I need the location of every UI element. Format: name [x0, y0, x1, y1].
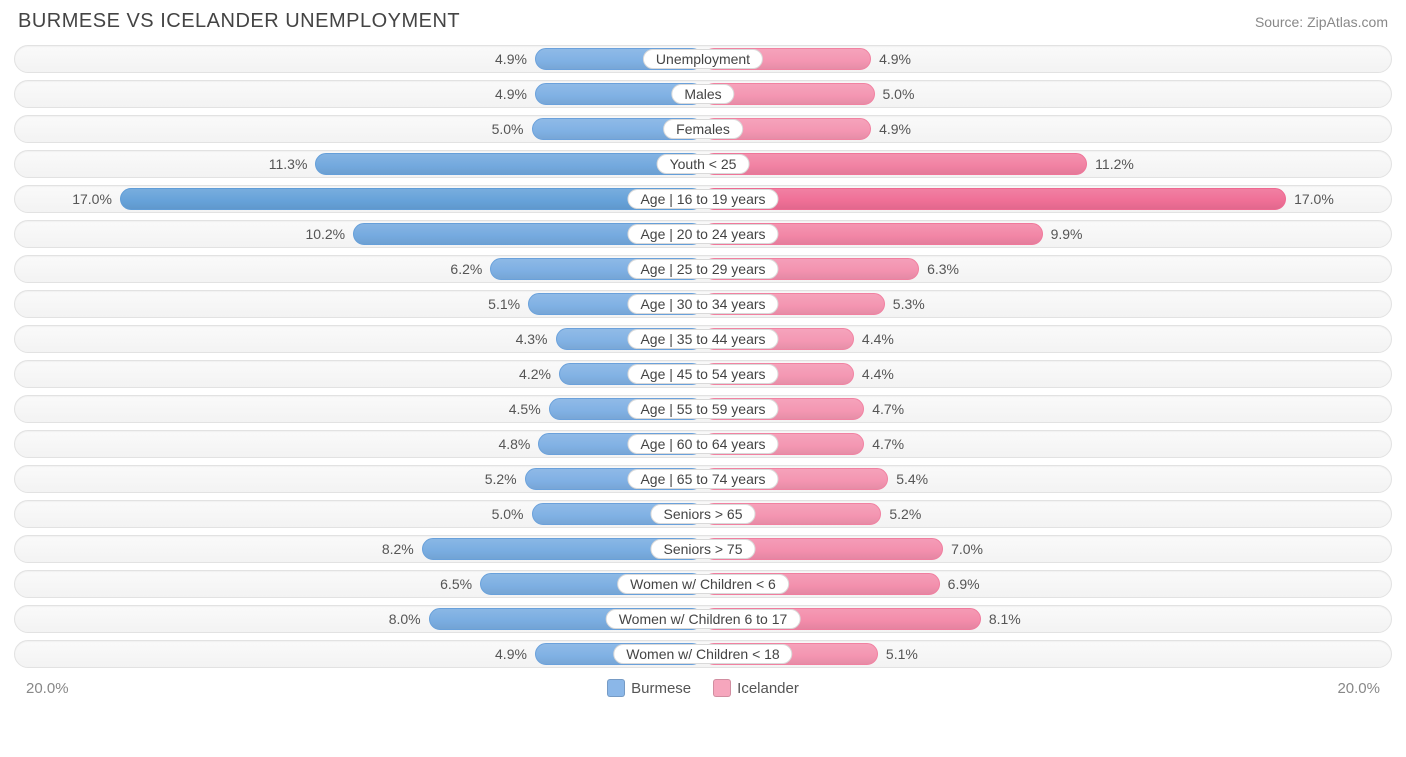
category-label: Age | 35 to 44 years	[627, 329, 778, 349]
legend-item-left: Burmese	[607, 679, 691, 697]
category-label: Seniors > 75	[651, 539, 756, 559]
bar-value-right: 5.4%	[896, 468, 928, 490]
bar-value-right: 4.7%	[872, 433, 904, 455]
chart-row: 5.1% 5.3% Age | 30 to 34 years	[14, 290, 1392, 318]
category-label: Youth < 25	[657, 154, 750, 174]
bar-value-right: 4.9%	[879, 48, 911, 70]
category-label: Age | 20 to 24 years	[627, 224, 778, 244]
bar-value-right: 4.4%	[862, 328, 894, 350]
chart-row: 4.9% 5.1% Women w/ Children < 18	[14, 640, 1392, 668]
bar-value-right: 17.0%	[1294, 188, 1334, 210]
category-label: Women w/ Children < 6	[617, 574, 789, 594]
chart-row: 5.0% 4.9% Females	[14, 115, 1392, 143]
bar-right	[703, 188, 1286, 210]
bar-left	[315, 153, 703, 175]
bar-value-right: 9.9%	[1051, 223, 1083, 245]
category-label: Women w/ Children 6 to 17	[606, 609, 801, 629]
chart-title: BURMESE VS ICELANDER UNEMPLOYMENT	[18, 10, 460, 33]
legend: Burmese Icelander	[607, 679, 799, 697]
chart-row: 10.2% 9.9% Age | 20 to 24 years	[14, 220, 1392, 248]
chart-footer: 20.0% Burmese Icelander 20.0%	[14, 675, 1392, 697]
bar-value-right: 5.0%	[883, 83, 915, 105]
bar-value-left: 6.2%	[450, 258, 482, 280]
chart-container: BURMESE VS ICELANDER UNEMPLOYMENT Source…	[0, 0, 1406, 757]
category-label: Seniors > 65	[651, 504, 756, 524]
chart-row: 5.2% 5.4% Age | 65 to 74 years	[14, 465, 1392, 493]
chart-row: 4.5% 4.7% Age | 55 to 59 years	[14, 395, 1392, 423]
bar-value-left: 4.2%	[519, 363, 551, 385]
bar-value-right: 11.2%	[1095, 153, 1134, 175]
bar-value-right: 6.3%	[927, 258, 959, 280]
chart-row: 8.0% 8.1% Women w/ Children 6 to 17	[14, 605, 1392, 633]
category-label: Age | 55 to 59 years	[627, 399, 778, 419]
chart-row: 11.3% 11.2% Youth < 25	[14, 150, 1392, 178]
axis-max-left: 20.0%	[26, 680, 69, 697]
bar-value-left: 5.2%	[485, 468, 517, 490]
bar-value-left: 8.2%	[382, 538, 414, 560]
legend-swatch-left	[607, 679, 625, 697]
bar-value-right: 4.4%	[862, 363, 894, 385]
bar-value-left: 5.1%	[488, 293, 520, 315]
chart-row: 4.9% 4.9% Unemployment	[14, 45, 1392, 73]
chart-row: 4.9% 5.0% Males	[14, 80, 1392, 108]
bar-value-left: 4.5%	[509, 398, 541, 420]
chart-source: Source: ZipAtlas.com	[1255, 14, 1388, 30]
chart-row: 6.5% 6.9% Women w/ Children < 6	[14, 570, 1392, 598]
category-label: Age | 16 to 19 years	[627, 189, 778, 209]
bar-value-left: 10.2%	[305, 223, 345, 245]
bar-value-right: 5.3%	[893, 293, 925, 315]
bar-value-right: 4.9%	[879, 118, 911, 140]
bar-value-right: 7.0%	[951, 538, 983, 560]
bar-value-right: 5.1%	[886, 643, 918, 665]
bar-value-left: 17.0%	[72, 188, 112, 210]
chart-row: 8.2% 7.0% Seniors > 75	[14, 535, 1392, 563]
legend-swatch-right	[713, 679, 731, 697]
chart-row: 17.0% 17.0% Age | 16 to 19 years	[14, 185, 1392, 213]
category-label: Women w/ Children < 18	[613, 644, 792, 664]
bar-value-left: 4.3%	[516, 328, 548, 350]
bar-value-left: 4.8%	[498, 433, 530, 455]
category-label: Unemployment	[643, 49, 763, 69]
bar-value-right: 6.9%	[948, 573, 980, 595]
bar-value-left: 4.9%	[495, 83, 527, 105]
bar-value-right: 5.2%	[889, 503, 921, 525]
chart-row: 4.8% 4.7% Age | 60 to 64 years	[14, 430, 1392, 458]
bar-right	[703, 153, 1087, 175]
bar-value-left: 4.9%	[495, 643, 527, 665]
bar-value-right: 8.1%	[989, 608, 1021, 630]
chart-row: 4.3% 4.4% Age | 35 to 44 years	[14, 325, 1392, 353]
bar-value-left: 8.0%	[389, 608, 421, 630]
bar-value-left: 11.3%	[269, 153, 308, 175]
category-label: Males	[671, 84, 734, 104]
chart-row: 6.2% 6.3% Age | 25 to 29 years	[14, 255, 1392, 283]
axis-max-right: 20.0%	[1337, 680, 1380, 697]
category-label: Age | 60 to 64 years	[627, 434, 778, 454]
legend-item-right: Icelander	[713, 679, 799, 697]
chart-row: 5.0% 5.2% Seniors > 65	[14, 500, 1392, 528]
category-label: Age | 45 to 54 years	[627, 364, 778, 384]
chart-row: 4.2% 4.4% Age | 45 to 54 years	[14, 360, 1392, 388]
chart-area: 4.9%4.9%Unemployment4.9%5.0%Males5.0%4.9…	[14, 45, 1392, 668]
legend-label-left: Burmese	[631, 680, 691, 697]
legend-label-right: Icelander	[737, 680, 799, 697]
bar-value-left: 4.9%	[495, 48, 527, 70]
category-label: Age | 25 to 29 years	[627, 259, 778, 279]
bar-value-left: 6.5%	[440, 573, 472, 595]
bar-value-left: 5.0%	[492, 503, 524, 525]
bar-value-left: 5.0%	[492, 118, 524, 140]
category-label: Females	[663, 119, 743, 139]
bar-left	[120, 188, 703, 210]
category-label: Age | 30 to 34 years	[627, 294, 778, 314]
chart-header: BURMESE VS ICELANDER UNEMPLOYMENT Source…	[14, 10, 1392, 45]
bar-value-right: 4.7%	[872, 398, 904, 420]
category-label: Age | 65 to 74 years	[627, 469, 778, 489]
